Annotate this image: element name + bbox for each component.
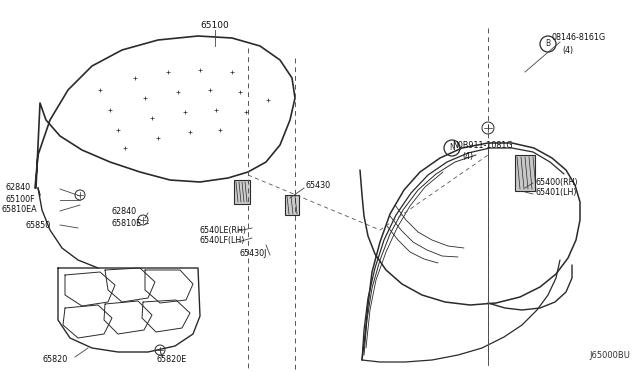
Text: 65820E: 65820E	[157, 356, 187, 365]
Text: 62840: 62840	[112, 208, 137, 217]
Polygon shape	[515, 155, 535, 191]
Text: J65000BU: J65000BU	[589, 351, 630, 360]
Text: 65850: 65850	[25, 221, 51, 230]
Text: N: N	[449, 144, 455, 153]
Text: 65400(RH): 65400(RH)	[535, 177, 578, 186]
Text: 6540LE(RH): 6540LE(RH)	[200, 225, 247, 234]
Text: 08146-8161G: 08146-8161G	[552, 33, 606, 42]
Text: 65810EA: 65810EA	[2, 205, 38, 215]
Text: 65100: 65100	[200, 22, 229, 31]
Text: 65810E: 65810E	[112, 218, 142, 228]
Text: N0B911-1081G: N0B911-1081G	[452, 141, 513, 150]
Text: B: B	[545, 39, 550, 48]
Text: 65401(LH): 65401(LH)	[535, 189, 577, 198]
Text: 65430J: 65430J	[240, 250, 268, 259]
Text: 65100F: 65100F	[5, 195, 35, 203]
Text: 6540LF(LH): 6540LF(LH)	[200, 237, 245, 246]
Text: 65430: 65430	[306, 182, 331, 190]
Text: (4): (4)	[562, 45, 573, 55]
Text: 65820: 65820	[42, 356, 68, 365]
Text: 62840: 62840	[5, 183, 30, 192]
Text: (4): (4)	[462, 153, 473, 161]
Polygon shape	[285, 195, 299, 215]
Polygon shape	[234, 180, 250, 204]
